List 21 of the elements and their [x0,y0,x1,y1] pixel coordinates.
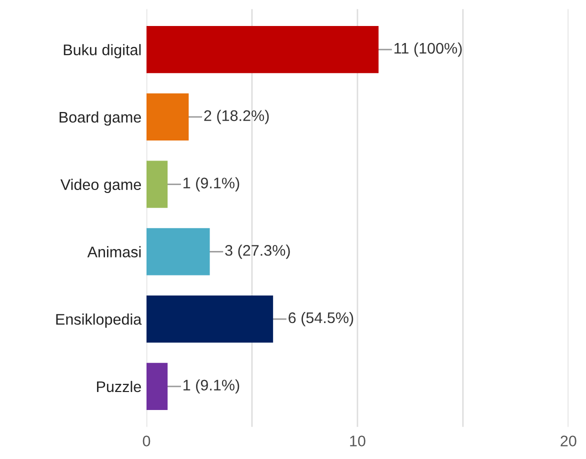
data-label: 2 (18.2%) [204,110,269,124]
data-label: 1 (9.1%) [184,177,240,192]
y-tick-label: Buku digital [64,44,141,58]
bar [146,26,379,74]
bar [146,160,168,208]
bar [146,228,210,276]
y-tick-label: Puzzle [97,380,141,392]
y-tick-label: Ensiklopedia [56,314,142,328]
data-label: 6 (54.5%) [288,312,354,326]
bar [146,93,189,141]
x-tick-label: 20 [560,436,576,446]
data-label: 1 (9.1%) [184,379,240,394]
bar [146,362,168,410]
data-label: 11 (100%) [394,42,462,57]
x-tick-label: 10 [350,436,366,446]
bar [146,296,274,343]
y-tick-label: Animasi [87,246,141,258]
data-label: 3 (27.3%) [225,244,290,259]
y-tick-label: Video game [60,178,141,194]
x-tick-label: 0 [142,436,150,446]
y-tick-label: Board game [60,111,141,126]
